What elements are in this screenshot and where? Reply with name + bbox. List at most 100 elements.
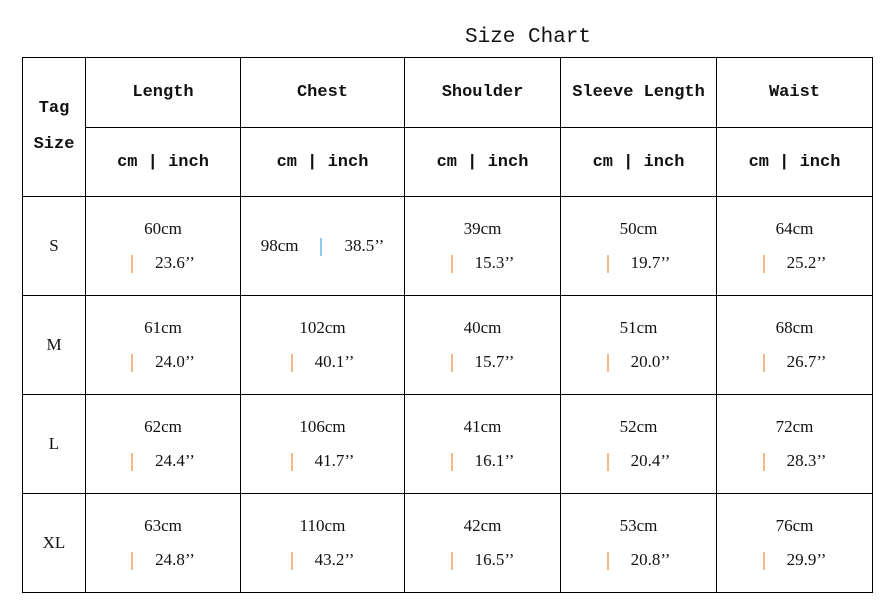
measurement-cell: 62cm 24.4’’ <box>85 394 241 494</box>
size-label: L <box>22 394 86 494</box>
column-header: Chest <box>240 57 405 128</box>
column-header: Waist <box>716 57 873 128</box>
inch-value: 20.0’’ <box>630 351 671 371</box>
measurement-cell: 64cm 25.2’’ <box>716 196 873 296</box>
inch-value: 24.0’’ <box>155 351 195 371</box>
size-table: Tag Size Length Chest Shoulder Sleeve Le… <box>22 57 873 593</box>
inch-value: 28.3’’ <box>786 450 827 470</box>
divider-bar <box>606 552 609 571</box>
measurement-cell: 53cm 20.8’’ <box>560 493 717 593</box>
cm-value: 52cm <box>619 416 658 436</box>
inch-value: 19.7’’ <box>630 252 671 272</box>
inch-value: 15.3’’ <box>474 252 515 272</box>
divider-bar <box>606 255 609 274</box>
cm-value: 63cm <box>144 515 182 535</box>
inch-value: 15.7’’ <box>474 351 515 371</box>
measurement-cell: 52cm 20.4’’ <box>560 394 717 494</box>
divider-bar <box>450 354 453 373</box>
cm-value: 62cm <box>144 416 182 436</box>
divider-bar <box>290 354 293 373</box>
units-header: cm | inch <box>716 127 873 197</box>
inch-value: 43.2’’ <box>314 549 355 569</box>
tag-size-label: Tag Size <box>33 99 75 154</box>
cm-value: 60cm <box>144 218 182 238</box>
inch-value: 29.9’’ <box>786 549 827 569</box>
divider-bar <box>131 552 134 571</box>
inch-value: 41.7’’ <box>314 450 355 470</box>
units-header: cm | inch <box>85 127 241 197</box>
inch-value: 16.1’’ <box>474 450 515 470</box>
divider-bar <box>762 552 765 571</box>
inch-value: 24.8’’ <box>155 549 195 569</box>
divider-bar <box>131 354 134 373</box>
units-header: cm | inch <box>404 127 561 197</box>
divider-bar <box>131 255 134 274</box>
divider-bar <box>450 552 453 571</box>
units-header: cm | inch <box>240 127 405 197</box>
cm-value: 51cm <box>619 317 658 337</box>
divider-bar <box>606 453 609 472</box>
chart-title: Size Chart <box>464 26 592 49</box>
cm-value: 110cm <box>299 515 346 535</box>
measurement-cell: 39cm 15.3’’ <box>404 196 561 296</box>
measurement-cell: 61cm 24.0’’ <box>85 295 241 395</box>
cm-value: 76cm <box>775 515 814 535</box>
divider-bar <box>450 453 453 472</box>
measurement-cell: 60cm 23.6’’ <box>85 196 241 296</box>
column-header: Length <box>85 57 241 128</box>
inch-value: 16.5’’ <box>474 549 515 569</box>
inch-value: 24.4’’ <box>155 450 195 470</box>
measurement-cell: 50cm 19.7’’ <box>560 196 717 296</box>
measurement-cell: 98cm 38.5’’ <box>240 196 405 296</box>
measurement-cell: 110cm 43.2’’ <box>240 493 405 593</box>
measurement-cell: 51cm 20.0’’ <box>560 295 717 395</box>
column-header: Shoulder <box>404 57 561 128</box>
cm-value: 72cm <box>775 416 814 436</box>
measurement-cell: 42cm 16.5’’ <box>404 493 561 593</box>
size-row: M 61cm 24.0’’ 102cm 40.1’’ 40cm 15.7’’ 51cm 20.0… <box>22 295 873 395</box>
inch-value: 23.6’’ <box>155 252 195 272</box>
cm-value: 61cm <box>144 317 182 337</box>
size-label: M <box>22 295 86 395</box>
inch-value: 20.4’’ <box>630 450 671 470</box>
size-row: XL 63cm 24.8’’ 110cm 43.2’’ 42cm 16.5’’ 53cm 20.… <box>22 493 873 593</box>
cm-value: 40cm <box>463 317 502 337</box>
size-label: S <box>22 196 86 296</box>
measurement-cell: 40cm 15.7’’ <box>404 295 561 395</box>
measurement-cell: 68cm 26.7’’ <box>716 295 873 395</box>
inch-value: 40.1’’ <box>314 351 355 371</box>
divider-bar <box>762 453 765 472</box>
cm-value: 102cm <box>299 317 346 337</box>
measurement-cell: 63cm 24.8’’ <box>85 493 241 593</box>
cm-value: 50cm <box>619 218 658 238</box>
cm-value: 106cm <box>299 416 346 436</box>
cm-value: 64cm <box>775 218 814 238</box>
cm-value: 98cm <box>260 235 299 255</box>
header-row: Tag Size Length Chest Shoulder Sleeve Le… <box>22 57 873 197</box>
cm-value: 68cm <box>775 317 814 337</box>
cm-value: 53cm <box>619 515 658 535</box>
divider-bar <box>450 255 453 274</box>
divider-bar <box>762 354 765 373</box>
divider-bar <box>131 453 134 472</box>
cm-value: 39cm <box>463 218 502 238</box>
measurement-cell: 41cm 16.1’’ <box>404 394 561 494</box>
tag-size-header: Tag Size <box>22 57 86 197</box>
column-header: Sleeve Length <box>560 57 717 128</box>
measurement-cell: 72cm 28.3’’ <box>716 394 873 494</box>
divider-bar <box>290 552 293 571</box>
size-row: L 62cm 24.4’’ 106cm 41.7’’ 41cm 16.1’’ 52cm 20.4… <box>22 394 873 494</box>
divider-bar <box>290 453 293 472</box>
inch-value: 38.5’’ <box>344 235 385 255</box>
measurement-cell: 106cm 41.7’’ <box>240 394 405 494</box>
units-row: cm | inch cm | inch cm | inch cm | inch … <box>23 127 873 197</box>
cm-value: 42cm <box>463 515 502 535</box>
inch-value: 26.7’’ <box>786 351 827 371</box>
cm-value: 41cm <box>463 416 502 436</box>
units-header: cm | inch <box>560 127 717 197</box>
size-row: S 60cm 23.6’’ 98cm 38.5’’ 39cm 15.3’’ 50cm 19.7’… <box>22 196 873 296</box>
divider-bar <box>320 238 323 257</box>
divider-bar <box>606 354 609 373</box>
inch-value: 25.2’’ <box>786 252 827 272</box>
size-label: XL <box>22 493 86 593</box>
